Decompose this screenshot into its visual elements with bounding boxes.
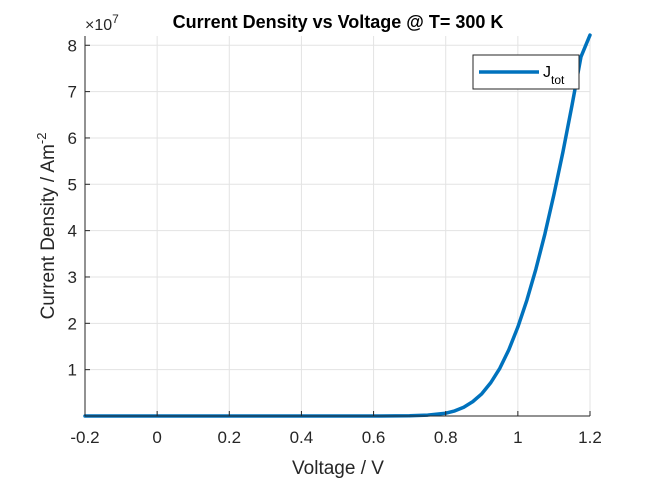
axes-background (85, 36, 590, 416)
exponent-power: 7 (112, 12, 119, 26)
y-tick-label: 6 (68, 129, 77, 148)
y-tick-label: 4 (68, 222, 77, 241)
x-axis-label: Voltage / V (292, 458, 384, 479)
x-tick-label: 1.2 (578, 428, 602, 447)
legend-label-sub: tot (551, 73, 565, 87)
y-tick-label: 2 (68, 314, 77, 333)
y-axis-label-main: Current Density / Am (38, 144, 59, 319)
y-tick-label: 8 (68, 36, 77, 55)
x-tick-label: 0.8 (434, 428, 458, 447)
y-axis-label-exp: -2 (34, 133, 49, 145)
x-tick-label: 0.6 (362, 428, 386, 447)
y-tick-label: 1 (68, 361, 77, 380)
x-tick-label: 0 (152, 428, 161, 447)
x-tick-label: -0.2 (70, 428, 99, 447)
legend: Jtot (473, 55, 579, 89)
y-tick-label: 7 (68, 83, 77, 102)
y-axis-label: Current Density / Am-2 (34, 133, 59, 320)
y-tick-label: 3 (68, 268, 77, 287)
x-tick-label: 0.4 (290, 428, 314, 447)
y-tick-label: 5 (68, 175, 77, 194)
legend-label-main: J (543, 64, 551, 81)
x-tick-label: 1 (513, 428, 522, 447)
x-tick-label: 0.2 (217, 428, 241, 447)
chart-title: Current Density vs Voltage @ T= 300 K (173, 12, 504, 32)
exponent-base: ×10 (85, 17, 112, 34)
